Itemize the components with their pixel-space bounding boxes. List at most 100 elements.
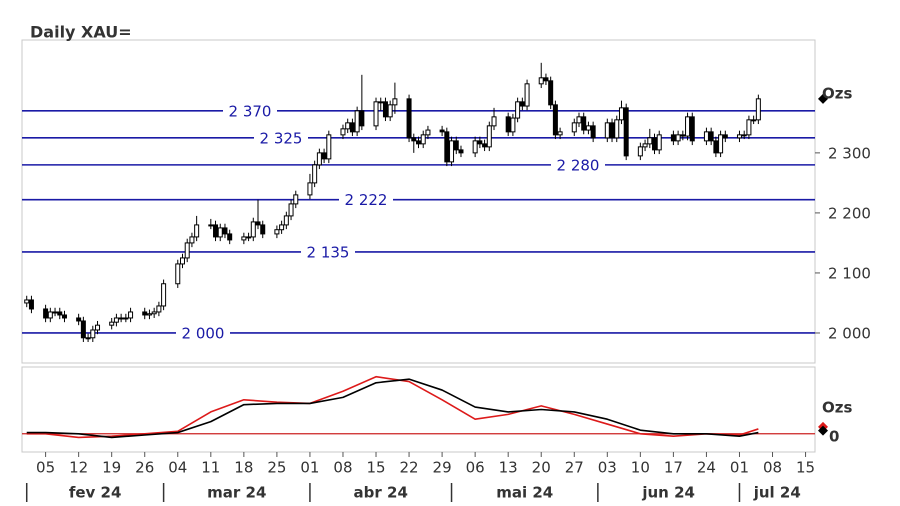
candle-body: [609, 122, 615, 139]
x-tick-label: 04: [168, 459, 187, 477]
candle-body: [416, 140, 421, 145]
candle-body: [718, 134, 724, 154]
candle-body: [486, 125, 492, 148]
x-tick-label: 27: [565, 459, 584, 477]
candle-body: [213, 224, 219, 238]
level-label-bg: [301, 242, 355, 261]
candle-body: [90, 329, 96, 339]
level-label-bg: [551, 155, 605, 174]
candle-body: [689, 116, 695, 142]
price-panel: [21, 39, 816, 364]
candle-body: [128, 311, 134, 319]
candle-body: [293, 194, 299, 205]
candle-body: [241, 236, 247, 241]
candle-body: [548, 80, 554, 106]
level-label: 2 222: [345, 191, 388, 209]
x-tick-label: 05: [36, 459, 55, 477]
level-label: 2 000: [182, 324, 225, 342]
candle-body: [61, 314, 67, 319]
y-tick-label: 2 000: [828, 324, 871, 342]
candle-body: [755, 98, 761, 121]
candle-body: [675, 134, 681, 142]
candle-body: [642, 143, 648, 148]
candle-body: [373, 101, 379, 127]
candle-body: [751, 119, 757, 122]
candle-body: [95, 324, 101, 331]
candle-body: [113, 317, 119, 323]
candle-body: [24, 299, 30, 304]
level-label-bg: [254, 128, 308, 147]
candle-body: [57, 311, 63, 316]
x-tick-label: 01: [730, 459, 749, 477]
chart-title: Daily XAU=: [30, 23, 132, 42]
candle-body: [581, 116, 587, 131]
candle-body: [543, 77, 549, 82]
candle-body: [146, 313, 152, 316]
candle-body: [680, 134, 686, 137]
month-label: fev 24: [69, 484, 122, 502]
candle-body: [618, 107, 624, 121]
y-tick-label: 0: [829, 427, 839, 445]
level-label: 2 370: [229, 102, 272, 120]
y-tick-label: 2 100: [828, 264, 871, 282]
candle-body: [217, 227, 223, 238]
x-tick-label: 17: [664, 459, 683, 477]
level-label-bg: [176, 323, 230, 342]
candle-body: [316, 152, 322, 166]
candle-body: [340, 128, 346, 136]
level-label: 2 280: [557, 156, 600, 174]
candle-body: [76, 317, 82, 322]
candle-body: [420, 134, 426, 145]
candle-body: [746, 119, 752, 136]
level-label: 2 135: [307, 243, 350, 261]
indicator-line: [26, 375, 759, 439]
candle-body: [260, 224, 266, 235]
candle-body: [345, 122, 351, 130]
x-tick-label: 29: [433, 459, 452, 477]
candle-body: [614, 119, 620, 139]
candle-body: [85, 337, 91, 340]
x-tick-label: 18: [234, 459, 253, 477]
candle-body: [482, 143, 488, 148]
candle-body: [43, 308, 49, 319]
candle-body: [425, 129, 431, 136]
candle-body: [184, 242, 190, 259]
candle-body: [283, 215, 289, 226]
candle-body: [449, 140, 455, 163]
month-label: abr 24: [354, 484, 408, 502]
candle-body: [590, 125, 596, 139]
x-tick-label: 01: [300, 459, 319, 477]
candle-body: [354, 110, 360, 133]
candle-body: [458, 149, 464, 154]
candle-body: [349, 122, 355, 133]
indicator-marker: [818, 425, 828, 436]
candle-body: [477, 140, 483, 145]
candle-body: [585, 125, 591, 131]
indicator-panel: [21, 366, 816, 453]
candle-body: [557, 131, 563, 136]
x-tick-label: 13: [499, 459, 518, 477]
candle-body: [307, 182, 313, 196]
candle-body: [647, 137, 653, 145]
level-label-bg: [339, 190, 393, 209]
candle-body: [246, 236, 252, 239]
last-price-marker: [818, 93, 828, 104]
x-tick-label: 15: [796, 459, 815, 477]
y-tick-label: 2 300: [828, 144, 871, 162]
candle-body: [382, 101, 388, 118]
x-tick-label: 11: [201, 459, 220, 477]
candle-body: [538, 77, 544, 85]
indicator-line: [26, 378, 759, 439]
candle-body: [439, 129, 445, 133]
month-label: mar 24: [207, 484, 266, 502]
candle-body: [552, 104, 558, 136]
candle-body: [670, 134, 676, 142]
candle-body: [179, 257, 185, 265]
candle-body: [208, 224, 214, 227]
x-tick-label: 24: [697, 459, 716, 477]
series-label: Ozs: [822, 399, 852, 417]
candle-body: [736, 134, 742, 139]
candle-body: [80, 320, 86, 339]
candle-body: [411, 137, 417, 142]
